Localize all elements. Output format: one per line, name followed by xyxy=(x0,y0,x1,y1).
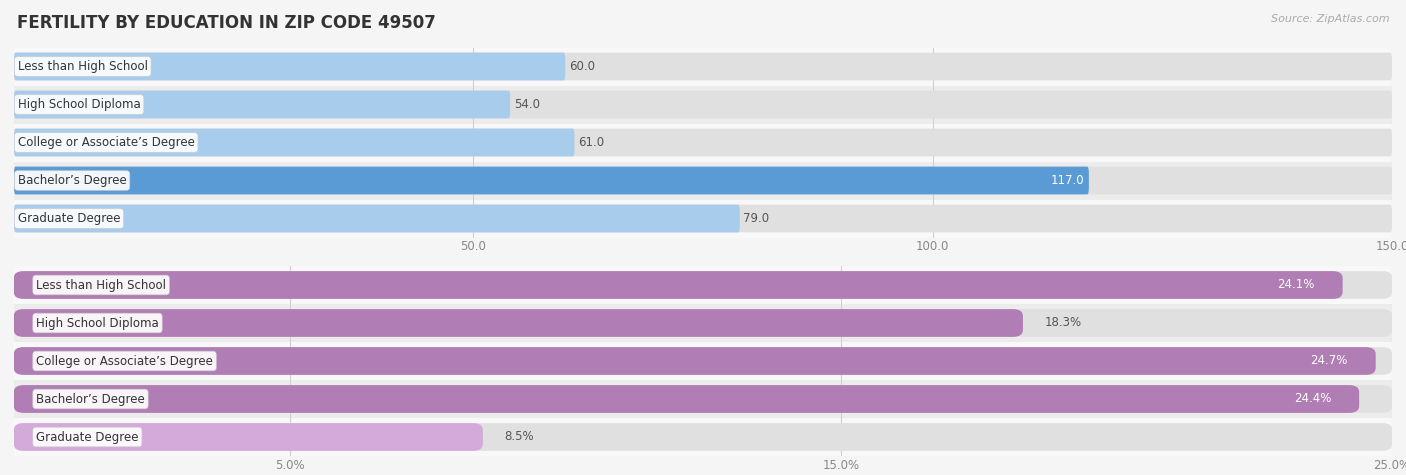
FancyBboxPatch shape xyxy=(14,385,1392,413)
Text: 79.0: 79.0 xyxy=(744,212,769,225)
Bar xyxy=(14,304,1392,342)
FancyBboxPatch shape xyxy=(14,91,510,118)
FancyBboxPatch shape xyxy=(14,347,1392,375)
FancyBboxPatch shape xyxy=(14,129,575,156)
Text: 24.1%: 24.1% xyxy=(1278,278,1315,292)
FancyBboxPatch shape xyxy=(14,271,1392,299)
FancyBboxPatch shape xyxy=(14,129,1392,156)
Bar xyxy=(14,86,1392,124)
Text: Bachelor’s Degree: Bachelor’s Degree xyxy=(37,392,145,406)
FancyBboxPatch shape xyxy=(14,347,1375,375)
FancyBboxPatch shape xyxy=(14,53,1392,80)
Bar xyxy=(14,200,1392,238)
Text: Bachelor’s Degree: Bachelor’s Degree xyxy=(18,174,127,187)
Bar xyxy=(14,380,1392,418)
FancyBboxPatch shape xyxy=(14,309,1024,337)
Text: 61.0: 61.0 xyxy=(578,136,605,149)
Text: 54.0: 54.0 xyxy=(513,98,540,111)
FancyBboxPatch shape xyxy=(14,167,1392,194)
Text: Graduate Degree: Graduate Degree xyxy=(37,430,139,444)
FancyBboxPatch shape xyxy=(14,91,1392,118)
Text: Source: ZipAtlas.com: Source: ZipAtlas.com xyxy=(1271,14,1389,24)
Text: 117.0: 117.0 xyxy=(1050,174,1084,187)
Text: College or Associate’s Degree: College or Associate’s Degree xyxy=(37,354,212,368)
FancyBboxPatch shape xyxy=(14,423,1392,451)
Text: Less than High School: Less than High School xyxy=(37,278,166,292)
Text: 24.4%: 24.4% xyxy=(1294,392,1331,406)
Text: College or Associate’s Degree: College or Associate’s Degree xyxy=(18,136,194,149)
Text: Less than High School: Less than High School xyxy=(18,60,148,73)
Bar xyxy=(14,266,1392,304)
Text: FERTILITY BY EDUCATION IN ZIP CODE 49507: FERTILITY BY EDUCATION IN ZIP CODE 49507 xyxy=(17,14,436,32)
Bar xyxy=(14,162,1392,199)
Bar xyxy=(14,342,1392,380)
FancyBboxPatch shape xyxy=(14,385,1360,413)
Bar xyxy=(14,48,1392,86)
Text: 24.7%: 24.7% xyxy=(1310,354,1348,368)
FancyBboxPatch shape xyxy=(14,309,1392,337)
FancyBboxPatch shape xyxy=(14,53,565,80)
FancyBboxPatch shape xyxy=(14,205,1392,232)
Text: High School Diploma: High School Diploma xyxy=(18,98,141,111)
FancyBboxPatch shape xyxy=(14,205,740,232)
Bar xyxy=(14,418,1392,456)
Text: 18.3%: 18.3% xyxy=(1045,316,1081,330)
FancyBboxPatch shape xyxy=(14,423,482,451)
Text: 60.0: 60.0 xyxy=(569,60,595,73)
Text: 8.5%: 8.5% xyxy=(505,430,534,444)
Text: Graduate Degree: Graduate Degree xyxy=(18,212,121,225)
Bar xyxy=(14,124,1392,162)
Text: High School Diploma: High School Diploma xyxy=(37,316,159,330)
FancyBboxPatch shape xyxy=(14,271,1343,299)
FancyBboxPatch shape xyxy=(14,167,1088,194)
